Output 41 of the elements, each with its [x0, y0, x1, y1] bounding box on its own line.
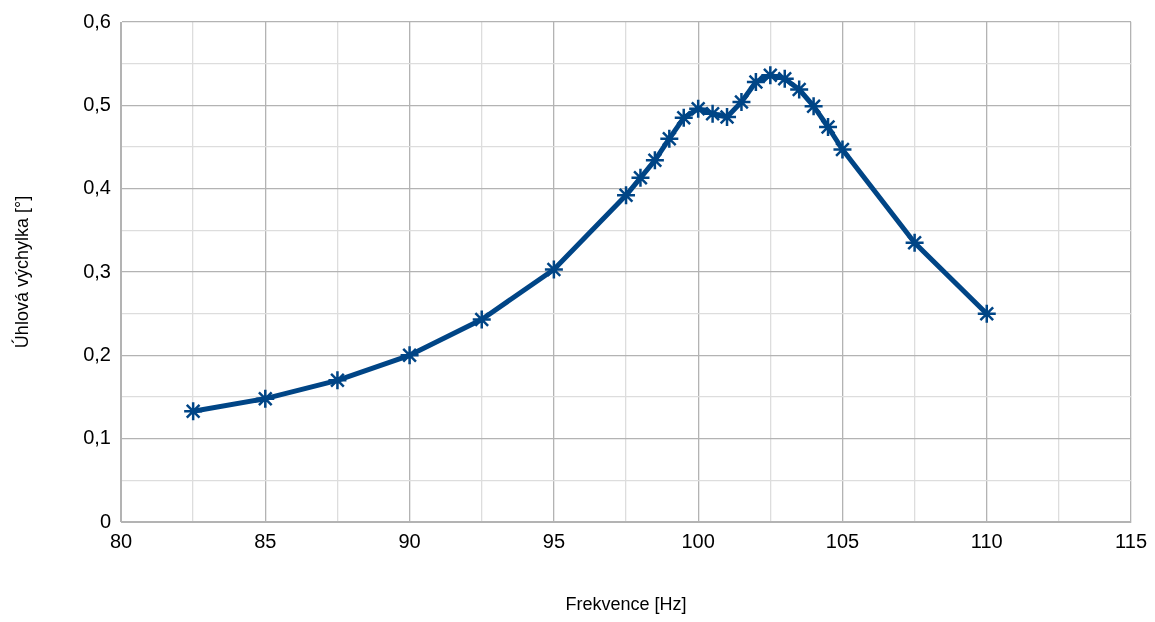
point	[976, 303, 998, 324]
x-tick-label: 105	[825, 529, 860, 552]
y-tick-label: 0,5	[83, 92, 111, 115]
point	[817, 116, 839, 138]
point	[716, 106, 738, 128]
point	[904, 232, 925, 254]
y-tick-label: 0,3	[83, 259, 111, 282]
point	[760, 65, 781, 86]
y-axis-title: Úhlová výchylka [°]	[10, 195, 32, 349]
point	[687, 98, 709, 119]
x-axis-title: Frekvence [Hz]	[565, 594, 687, 615]
y-tick-label: 0,4	[83, 176, 111, 199]
point	[803, 95, 824, 117]
y-tick-label: 0,1	[83, 426, 111, 449]
x-tick-label: 95	[542, 529, 566, 552]
point	[399, 345, 420, 366]
y-tick-label: 0	[99, 509, 111, 532]
point	[471, 309, 492, 330]
y-tick-label: 0,2	[83, 342, 111, 365]
point	[745, 71, 767, 93]
point	[182, 400, 204, 422]
x-tick-label: 100	[681, 529, 715, 552]
point	[615, 185, 637, 206]
x-tick-label: 90	[398, 529, 421, 552]
point	[832, 139, 853, 160]
point	[774, 68, 795, 89]
point	[788, 79, 810, 100]
x-tick-label: 80	[109, 529, 133, 552]
point	[702, 103, 723, 124]
x-tick-label: 115	[1115, 529, 1147, 552]
y-tick-label: 0,6	[83, 9, 111, 32]
point	[630, 167, 651, 189]
point	[659, 128, 680, 149]
point	[327, 370, 348, 391]
point	[673, 107, 694, 129]
point	[543, 259, 565, 280]
point	[644, 150, 666, 171]
point	[731, 91, 752, 113]
point	[255, 388, 276, 409]
x-tick-label: 110	[970, 529, 1003, 552]
x-tick-label: 85	[254, 529, 277, 552]
